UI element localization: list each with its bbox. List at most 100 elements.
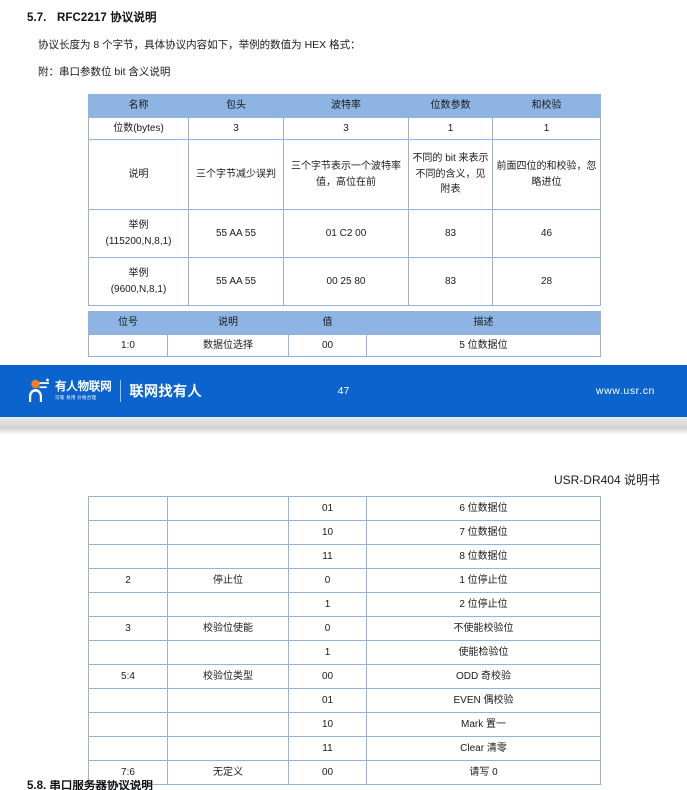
table-row: 11 Clear 清零: [88, 736, 601, 761]
cell-desc: [167, 544, 289, 569]
cell-meaning: 1 位停止位: [366, 568, 601, 593]
page-footer-bar: 有人物联网 可靠 易用 价格合理 联网找有人 47 www.usr.cn: [0, 365, 687, 417]
page-title: 5.7. RFC2217 协议说明: [0, 0, 687, 25]
bits-table-body: 01 6 位数据位 10 7 位数据位 11 8 位数据位 2: [88, 496, 601, 785]
cell-value: 55 AA 55: [188, 257, 284, 306]
person-logo-icon: [26, 378, 52, 404]
table-row: 位数(bytes) 3 3 1 1: [88, 116, 601, 140]
section-number: 5.7.: [27, 12, 47, 24]
cell-value: 00: [288, 333, 367, 357]
column-header-meaning: 描述: [366, 311, 601, 335]
column-header-description: 说明: [167, 311, 289, 335]
cell-label-line1: 举例: [128, 220, 149, 231]
cell-meaning: Mark 置一: [366, 712, 601, 737]
logo-divider: [119, 380, 121, 402]
cell-value: 01: [288, 688, 367, 713]
cell-value: 28: [492, 257, 601, 306]
column-header-bit-params: 位数参数: [408, 94, 493, 118]
cell-bit: 7:6: [88, 760, 168, 785]
cell-value: 1: [408, 116, 493, 140]
cell-value: 83: [408, 209, 493, 258]
cell-bit: [88, 640, 168, 665]
section-title: RFC2217 协议说明: [57, 12, 157, 24]
cell-bit: [88, 688, 168, 713]
document-page-2: USR-DR404 说明书 01 6 位数据位 10: [0, 435, 687, 790]
table-row: 01 EVEN 偶校验: [88, 688, 601, 713]
cell-value: 三个字节减少误判: [188, 139, 284, 210]
cell-desc: [167, 520, 289, 545]
cell-label-line1: 举例: [128, 268, 149, 279]
paragraph-appendix-note: 附：串口参数位 bit 含义说明: [38, 65, 171, 78]
bits-table-part2-wrapper: 01 6 位数据位 10 7 位数据位 11 8 位数据位 2: [88, 496, 601, 785]
column-header-checksum: 和校验: [492, 94, 601, 118]
cell-value: 10: [288, 520, 367, 545]
table-row: 1 2 位停止位: [88, 592, 601, 617]
logo-text-group: 有人物联网 可靠 易用 价格合理: [55, 378, 112, 404]
table-row: 10 7 位数据位: [88, 520, 601, 545]
cell-bit: 1:0: [88, 333, 168, 357]
cell-desc: 数据位选择: [167, 333, 289, 357]
cell-value: 3: [283, 116, 409, 140]
cell-value: 1: [492, 116, 601, 140]
document-header-title: USR-DR404 说明书: [553, 473, 660, 487]
table-row: 11 8 位数据位: [88, 544, 601, 569]
cell-bit: [88, 544, 168, 569]
cell-row-label: 位数(bytes): [88, 116, 189, 140]
cell-meaning: 8 位数据位: [366, 544, 601, 569]
cell-bit: 5:4: [88, 664, 168, 689]
column-header-baudrate: 波特率: [283, 94, 409, 118]
cell-label-line2: (115200,N,8,1): [105, 235, 172, 247]
column-header-bit-number: 位号: [88, 311, 168, 335]
column-header-packet-head: 包头: [188, 94, 284, 118]
next-section-heading-clipped: 5.8. 串口服务器协议说明: [27, 780, 153, 790]
cell-value: 1: [288, 640, 367, 665]
cell-bit: [88, 496, 168, 521]
table-row: 5:4 校验位类型 00 ODD 奇校验: [88, 664, 601, 689]
cell-desc: [167, 688, 289, 713]
cell-value: 0: [288, 616, 367, 641]
cell-value: 3: [188, 116, 284, 140]
table-row: 7:6 无定义 00 请写 0: [88, 760, 601, 785]
logo-slogan: 联网找有人: [129, 383, 202, 399]
cell-desc: [167, 496, 289, 521]
paragraph-protocol-length: 协议长度为 8 个字节，具体协议内容如下，举例的数值为 HEX 格式：: [38, 39, 361, 51]
table-row: 1:0 数据位选择 00 5 位数据位: [88, 333, 601, 357]
column-header-name: 名称: [88, 94, 189, 118]
column-header-value: 值: [288, 311, 367, 335]
cell-meaning: Clear 清零: [366, 736, 601, 761]
cell-value: 83: [408, 257, 493, 306]
cell-value: 前面四位的和校验，忽略进位: [492, 139, 601, 210]
cell-desc: 校验位类型: [167, 664, 289, 689]
cell-desc: 校验位使能: [167, 616, 289, 641]
cell-bit: 2: [88, 568, 168, 593]
page-separator: [0, 417, 687, 435]
table-row: 10 Mark 置一: [88, 712, 601, 737]
cell-meaning: 2 位停止位: [366, 592, 601, 617]
cell-value: 10: [288, 712, 367, 737]
cell-meaning: 使能检验位: [366, 640, 601, 665]
cell-value: 三个字节表示一个波特率值，高位在前: [283, 139, 409, 210]
cell-value: 1: [288, 592, 367, 617]
footer-website-url[interactable]: www.usr.cn: [595, 385, 655, 397]
table-header-row: 名称 包头 波特率 位数参数 和校验: [88, 94, 601, 118]
table-row: 举例 (115200,N,8,1) 55 AA 55 01 C2 00 83 4…: [88, 209, 601, 258]
footer-page-number: 47: [337, 385, 350, 397]
cell-row-label: 举例 (115200,N,8,1): [88, 209, 189, 258]
cell-row-label: 说明: [88, 139, 189, 210]
table-row: 说明 三个字节减少误判 三个字节表示一个波特率值，高位在前 不同的 bit 来表…: [88, 139, 601, 210]
cell-value: 11: [288, 736, 367, 761]
brand-logo[interactable]: 有人物联网 可靠 易用 价格合理 联网找有人: [26, 376, 202, 406]
cell-label-line2: (9600,N,8,1): [110, 283, 167, 295]
logo-tagline: 可靠 易用 价格合理: [55, 395, 97, 401]
cell-desc: [167, 736, 289, 761]
cell-value: 11: [288, 544, 367, 569]
cell-value: 00 25 80: [283, 257, 409, 306]
document-page-1: 5.7. RFC2217 协议说明 协议长度为 8 个字节，具体协议内容如下，举例…: [0, 0, 687, 417]
cell-meaning: 不使能校验位: [366, 616, 601, 641]
cell-value: 00: [288, 760, 367, 785]
cell-row-label: 举例 (9600,N,8,1): [88, 257, 189, 306]
cell-desc: [167, 640, 289, 665]
cell-meaning: 6 位数据位: [366, 496, 601, 521]
cell-desc: [167, 712, 289, 737]
cell-meaning: ODD 奇校验: [366, 664, 601, 689]
